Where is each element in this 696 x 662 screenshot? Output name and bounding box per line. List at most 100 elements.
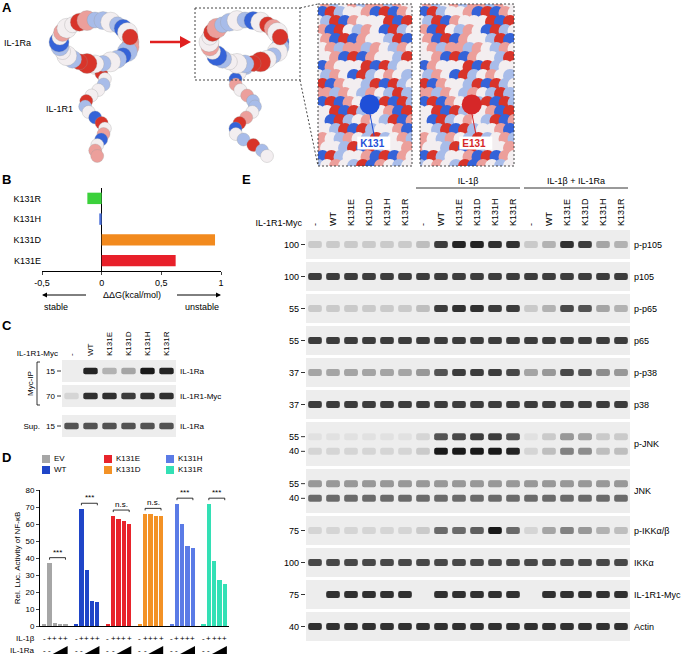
svg-text:WT: WT <box>86 343 95 356</box>
svg-text:+: + <box>63 634 68 643</box>
svg-text:55: 55 <box>289 304 299 314</box>
svg-text:WT: WT <box>328 212 338 226</box>
svg-text:+: + <box>79 634 84 643</box>
svg-text:75: 75 <box>289 590 299 600</box>
svg-text:-: - <box>106 634 109 643</box>
svg-text:K131R: K131R <box>400 198 410 226</box>
svg-text:-: - <box>138 634 141 643</box>
svg-text:-: - <box>144 646 147 655</box>
svg-text:IL-1R1-Myc: IL-1R1-Myc <box>17 349 58 358</box>
svg-text:-: - <box>106 646 109 655</box>
svg-text:Sup.: Sup. <box>24 422 40 431</box>
svg-text:+: + <box>185 634 190 643</box>
svg-text:40: 40 <box>289 622 299 632</box>
svg-text:0,5: 0,5 <box>155 278 168 288</box>
svg-text:40: 40 <box>289 446 299 456</box>
svg-text:-: - <box>175 646 178 655</box>
svg-text:+: + <box>212 634 217 643</box>
svg-text:K131D: K131D <box>13 235 41 245</box>
svg-text:-: - <box>112 646 115 655</box>
svg-text:+: + <box>180 634 185 643</box>
svg-text:unstable: unstable <box>185 302 219 312</box>
svg-text:40: 40 <box>289 493 299 503</box>
svg-text:IL-1R1-Myc: IL-1R1-Myc <box>180 392 221 401</box>
svg-text:+: + <box>174 634 179 643</box>
svg-text:K131D: K131D <box>124 331 133 356</box>
svg-text:+: + <box>116 634 121 643</box>
svg-text:K131D: K131D <box>364 198 374 226</box>
svg-text:***: *** <box>180 488 189 497</box>
svg-text:-: - <box>138 646 141 655</box>
svg-text:K131H: K131H <box>598 198 608 226</box>
svg-text:IL-1R1-Myc: IL-1R1-Myc <box>634 590 681 600</box>
svg-text:IL-1β: IL-1β <box>458 176 479 186</box>
svg-text:WT: WT <box>544 212 554 226</box>
svg-text:-: - <box>202 646 205 655</box>
svg-text:-0,5: -0,5 <box>34 278 50 288</box>
svg-text:p105: p105 <box>634 272 654 282</box>
svg-text:IL-1R1: IL-1R1 <box>46 104 73 114</box>
svg-text:55: 55 <box>289 479 299 489</box>
svg-text:K131R: K131R <box>616 198 626 226</box>
svg-text:K131H: K131H <box>13 214 41 224</box>
svg-text:75: 75 <box>289 526 299 536</box>
svg-text:K131H: K131H <box>490 198 500 226</box>
svg-text:37: 37 <box>289 400 299 410</box>
svg-text:n.s.: n.s. <box>115 500 128 509</box>
svg-text:+: + <box>148 634 153 643</box>
svg-text:+: + <box>159 634 164 643</box>
svg-text:K131E: K131E <box>454 199 464 226</box>
svg-text:70: 70 <box>25 503 34 512</box>
svg-text:-: - <box>207 646 210 655</box>
svg-text:+: + <box>222 634 227 643</box>
svg-text:p-p38: p-p38 <box>634 368 657 378</box>
svg-text:K131R: K131R <box>13 194 41 204</box>
svg-text:80: 80 <box>25 486 34 495</box>
svg-text:40: 40 <box>25 554 34 563</box>
svg-text:-: - <box>526 223 536 226</box>
svg-text:100: 100 <box>284 240 299 250</box>
svg-text:-: - <box>170 634 173 643</box>
svg-text:p-IKKα/β: p-IKKα/β <box>634 526 669 536</box>
svg-text:1: 1 <box>218 278 223 288</box>
svg-text:-: - <box>418 223 428 226</box>
svg-text:p-JNK: p-JNK <box>634 439 659 449</box>
svg-text:-: - <box>310 223 320 226</box>
svg-text:-: - <box>202 634 205 643</box>
svg-text:15: 15 <box>46 422 55 431</box>
svg-text:10: 10 <box>25 605 34 614</box>
svg-text:37: 37 <box>289 368 299 378</box>
svg-text:K131E: K131E <box>562 199 572 226</box>
svg-text:15: 15 <box>46 367 55 376</box>
svg-text:WT: WT <box>436 212 446 226</box>
svg-text:30: 30 <box>25 571 34 580</box>
svg-text:p38: p38 <box>634 400 649 410</box>
svg-text:+: + <box>111 634 116 643</box>
svg-text:55: 55 <box>289 432 299 442</box>
svg-text:+: + <box>127 634 132 643</box>
svg-text:Rel. Luc. Activity of NF-κB: Rel. Luc. Activity of NF-κB <box>13 512 22 604</box>
svg-text:K131H: K131H <box>143 331 152 356</box>
svg-text:stable: stable <box>44 302 68 312</box>
svg-text:K131E: K131E <box>14 256 41 266</box>
svg-text:0: 0 <box>30 622 35 631</box>
svg-text:+: + <box>121 634 126 643</box>
svg-text:-: - <box>170 646 173 655</box>
svg-text:50: 50 <box>25 537 34 546</box>
svg-text:K131E: K131E <box>346 199 356 226</box>
svg-text:70: 70 <box>46 392 55 401</box>
svg-text:-: - <box>75 646 78 655</box>
svg-text:-: - <box>43 646 46 655</box>
svg-text:IL-1β + IL-1Ra: IL-1β + IL-1Ra <box>547 176 605 186</box>
svg-text:+: + <box>90 634 95 643</box>
svg-text:-: - <box>67 353 76 356</box>
svg-text:0: 0 <box>99 278 104 288</box>
svg-text:+: + <box>190 634 195 643</box>
svg-text:IL-1β: IL-1β <box>16 634 35 643</box>
svg-text:K131D: K131D <box>580 198 590 226</box>
svg-text:E131: E131 <box>462 138 486 149</box>
svg-text:+: + <box>206 634 211 643</box>
svg-text:100: 100 <box>284 272 299 282</box>
svg-text:+: + <box>217 634 222 643</box>
svg-text:+: + <box>84 634 89 643</box>
